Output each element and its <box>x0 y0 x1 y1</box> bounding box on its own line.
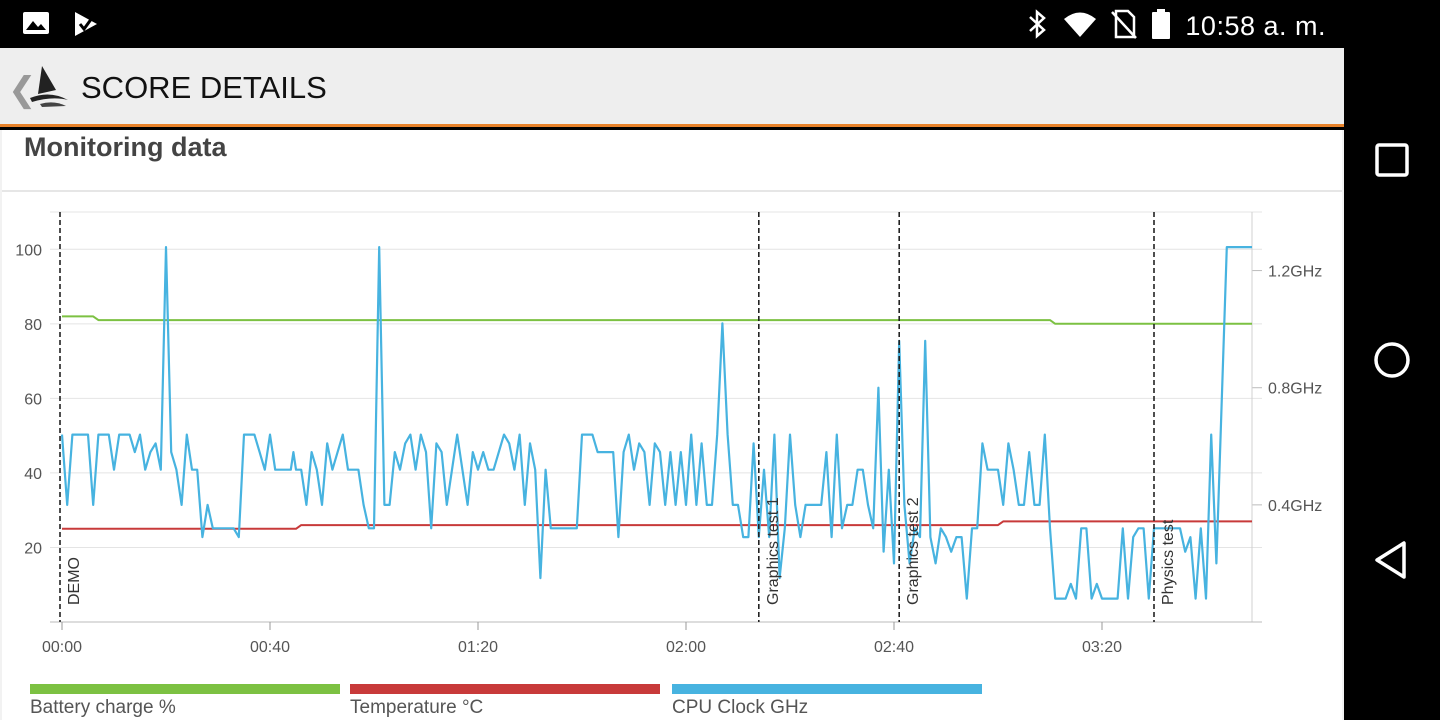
y-left-tick-label: 100 <box>15 242 42 259</box>
test-marker-label: DEMO <box>66 557 83 605</box>
legend-swatch-temperature <box>350 684 660 694</box>
y-right-tick-label: 0.4GHz <box>1268 498 1322 515</box>
series-line-cpu <box>60 245 1252 600</box>
x-tick-label: 02:40 <box>874 639 914 656</box>
check-flag-icon <box>72 10 100 43</box>
app-logo-icon[interactable] <box>28 64 70 113</box>
series-line-temperature <box>62 520 1252 530</box>
legend-label-cpu: CPU Clock GHz <box>672 697 809 718</box>
triangle-back-icon <box>1375 541 1406 579</box>
y-left-tick-label: 20 <box>24 540 42 557</box>
home-button[interactable] <box>1367 335 1417 385</box>
app-bar: ❮ SCORE DETAILS <box>0 48 1344 127</box>
status-bar: 10:58 a. m. <box>0 0 1344 48</box>
system-nav-bar <box>1344 0 1440 720</box>
x-tick-label: 03:20 <box>1082 639 1122 656</box>
x-tick-label: 00:00 <box>42 639 82 656</box>
status-time: 10:58 a. m. <box>1185 11 1326 41</box>
legend-label-temperature: Temperature °C <box>350 697 484 718</box>
wifi-icon <box>1063 10 1097 43</box>
battery-icon <box>1151 8 1171 45</box>
legend-label-battery: Battery charge % <box>30 697 176 718</box>
recents-button[interactable] <box>1367 135 1417 185</box>
x-tick-label: 01:20 <box>458 639 498 656</box>
x-tick-label: 02:00 <box>666 639 706 656</box>
series-line-battery <box>62 315 1252 325</box>
back-button[interactable] <box>1367 535 1417 585</box>
test-marker-label: Graphics test 2 <box>905 497 922 605</box>
content-area[interactable]: Monitoring data 20 40 60 80 100 0.4GHz 0.8GHz 1… <box>0 130 1344 720</box>
legend-item-cpu: CPU Clock GHz <box>672 684 982 719</box>
y-left-tick-label: 60 <box>24 391 42 408</box>
legend-item-temperature: Temperature °C <box>350 684 660 719</box>
no-sim-icon <box>1111 9 1138 44</box>
page-title: SCORE DETAILS <box>81 70 327 105</box>
circle-icon <box>1374 342 1410 378</box>
image-icon <box>22 10 50 43</box>
card-divider <box>2 190 1342 192</box>
legend-swatch-cpu <box>672 684 982 694</box>
legend-swatch-battery <box>30 684 340 694</box>
x-tick-label: 00:40 <box>250 639 290 656</box>
square-icon <box>1375 143 1409 177</box>
y-right-tick-label: 0.8GHz <box>1268 381 1322 398</box>
legend-item-battery: Battery charge % <box>30 684 340 719</box>
bluetooth-icon <box>1027 9 1049 44</box>
monitoring-card: Monitoring data 20 40 60 80 100 0.4GHz 0.8GHz 1… <box>2 130 1342 720</box>
back-chevron-icon[interactable]: ❮ <box>8 70 37 110</box>
test-marker-label: Graphics test 1 <box>765 497 782 605</box>
test-marker-label: Physics test <box>1160 519 1177 605</box>
y-right-tick-label: 1.2GHz <box>1268 264 1322 281</box>
card-title: Monitoring data <box>24 132 227 162</box>
y-left-tick-label: 80 <box>24 317 42 334</box>
monitoring-chart: 20 40 60 80 100 0.4GHz 0.8GHz 1.2GHz 00:00 00:40 0… <box>15 211 1322 656</box>
y-left-tick-label: 40 <box>24 466 42 483</box>
